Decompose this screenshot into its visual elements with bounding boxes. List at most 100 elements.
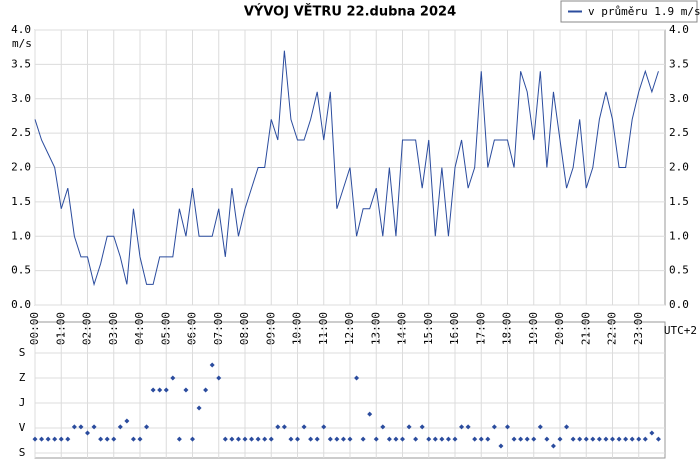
data-point bbox=[432, 436, 438, 442]
data-point bbox=[360, 436, 366, 442]
y-tick-label-right: 0.0 bbox=[669, 298, 689, 311]
data-point bbox=[45, 436, 51, 442]
data-point bbox=[183, 387, 189, 393]
data-point bbox=[642, 436, 648, 442]
data-point bbox=[406, 424, 412, 430]
data-point bbox=[58, 436, 64, 442]
data-point bbox=[334, 436, 340, 442]
data-point bbox=[255, 436, 261, 442]
data-point bbox=[380, 424, 386, 430]
y-tick-label: S bbox=[19, 346, 26, 359]
y-tick-label-right: 1.5 bbox=[669, 195, 689, 208]
data-point bbox=[216, 375, 222, 381]
data-point bbox=[478, 436, 484, 442]
data-point bbox=[71, 424, 77, 430]
y-tick-label: 3.5 bbox=[11, 57, 31, 70]
data-point bbox=[485, 436, 491, 442]
data-point bbox=[157, 387, 163, 393]
data-point bbox=[570, 436, 576, 442]
data-point bbox=[144, 424, 150, 430]
data-point bbox=[583, 436, 589, 442]
data-point bbox=[459, 424, 465, 430]
data-point bbox=[537, 424, 543, 430]
data-point bbox=[347, 436, 353, 442]
data-point bbox=[150, 387, 156, 393]
y-tick-label: 1.0 bbox=[11, 229, 31, 242]
y-tick-label-right: 3.0 bbox=[669, 92, 689, 105]
data-point bbox=[314, 436, 320, 442]
y-tick-label: 0.0 bbox=[11, 298, 31, 311]
y-axis-label: m/s bbox=[12, 37, 32, 50]
data-point bbox=[524, 436, 530, 442]
data-point bbox=[531, 436, 537, 442]
data-point bbox=[518, 436, 524, 442]
data-point bbox=[649, 430, 655, 436]
y-tick-label-right: 2.0 bbox=[669, 161, 689, 174]
data-point bbox=[367, 411, 373, 417]
data-point bbox=[295, 436, 300, 442]
data-point bbox=[176, 436, 182, 442]
data-point bbox=[104, 436, 110, 442]
data-point bbox=[465, 424, 471, 430]
data-point bbox=[498, 443, 504, 449]
data-point bbox=[308, 436, 314, 442]
data-point bbox=[203, 387, 209, 393]
data-point bbox=[623, 436, 629, 442]
data-point bbox=[655, 436, 661, 442]
data-point bbox=[222, 436, 228, 442]
data-point bbox=[85, 430, 90, 436]
data-point bbox=[596, 436, 602, 442]
data-point bbox=[557, 436, 563, 442]
data-point bbox=[340, 436, 346, 442]
data-point bbox=[426, 436, 432, 442]
data-point bbox=[242, 436, 248, 442]
data-point bbox=[78, 424, 84, 430]
data-point bbox=[505, 424, 510, 430]
data-point bbox=[511, 436, 517, 442]
data-point bbox=[65, 436, 71, 442]
data-point bbox=[268, 436, 274, 442]
data-point bbox=[301, 424, 307, 430]
data-point bbox=[249, 436, 255, 442]
data-point bbox=[209, 362, 215, 368]
data-point bbox=[163, 387, 169, 393]
data-point bbox=[137, 436, 143, 442]
x-axis-label: UTC+2 bbox=[664, 324, 697, 337]
data-point bbox=[98, 436, 104, 442]
data-point bbox=[229, 436, 235, 442]
chart-title: VÝVOJ VĚTRU 22.dubna 2024 bbox=[244, 4, 456, 20]
data-point bbox=[629, 436, 635, 442]
y-tick-label: 1.5 bbox=[11, 195, 31, 208]
data-point bbox=[400, 436, 405, 442]
data-point bbox=[52, 436, 58, 442]
data-point bbox=[564, 424, 570, 430]
y-tick-label: 0.5 bbox=[11, 264, 31, 277]
data-point bbox=[91, 424, 97, 430]
data-point bbox=[321, 424, 327, 430]
data-point bbox=[327, 436, 333, 442]
y-tick-label: 2.5 bbox=[11, 126, 31, 139]
data-point bbox=[281, 424, 287, 430]
data-point bbox=[373, 436, 379, 442]
data-point bbox=[610, 436, 615, 442]
y-tick-label-right: 3.5 bbox=[669, 57, 689, 70]
y-tick-label: 4.0 bbox=[11, 23, 31, 36]
y-tick-label: J bbox=[19, 396, 26, 409]
data-point bbox=[386, 436, 392, 442]
data-point bbox=[452, 436, 458, 442]
y-tick-label: Z bbox=[19, 371, 26, 384]
y-tick-label-right: 2.5 bbox=[669, 126, 689, 139]
y-tick-label: V bbox=[19, 421, 26, 434]
data-point bbox=[111, 436, 117, 442]
y-tick-label: 3.0 bbox=[11, 92, 31, 105]
data-point bbox=[190, 436, 195, 442]
data-point bbox=[124, 418, 130, 424]
data-point bbox=[196, 405, 202, 411]
y-tick-label: 2.0 bbox=[11, 161, 31, 174]
data-point bbox=[235, 436, 241, 442]
data-point bbox=[491, 424, 497, 430]
data-point bbox=[603, 436, 609, 442]
data-point bbox=[445, 436, 451, 442]
data-point bbox=[117, 424, 123, 430]
data-point bbox=[590, 436, 596, 442]
